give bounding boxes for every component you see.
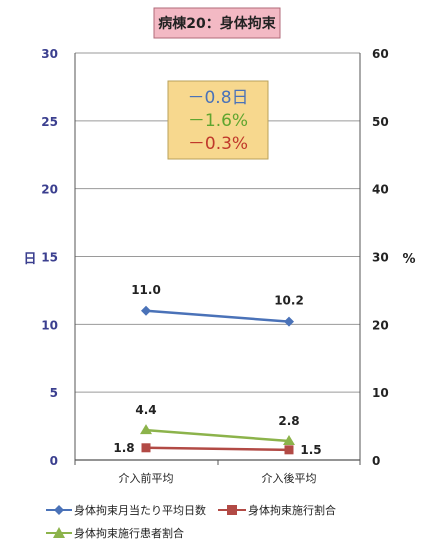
legend: 身体拘束月当たり平均日数 身体拘束施行割合 身体拘束施行患者割合 (46, 503, 336, 540)
legend-label-patient-rate: 身体拘束施行患者割合 (74, 526, 184, 540)
legend-label-days: 身体拘束月当たり平均日数 (74, 503, 206, 517)
y-right-tick-label: 60 (372, 47, 389, 61)
data-point (284, 445, 294, 455)
title-box (153, 7, 281, 39)
data-label: 11.0 (131, 283, 161, 297)
series-line (145, 309, 290, 323)
data-label: 2.8 (278, 414, 299, 428)
y-right-tick-label: 20 (372, 318, 389, 332)
legend-marker-rate (227, 505, 237, 515)
data-label: 1.8 (113, 441, 134, 455)
series-line (145, 428, 290, 443)
y-right-tick-label: 30 (372, 251, 389, 265)
annotation-box: －0.8日 －1.6% －0.3% (167, 80, 269, 160)
y-right-label: % (402, 252, 415, 267)
y-left-tick-label: 30 (41, 47, 58, 61)
y-right-tick-label: 10 (372, 386, 389, 400)
data-point (283, 435, 295, 446)
y-left-tick-label: 15 (41, 251, 58, 265)
legend-marker-days (54, 505, 64, 515)
series-line (145, 446, 290, 452)
axes: 0 5 10 15 20 25 30 0 10 20 30 40 50 60 介入前平均 介入後平均 (41, 47, 388, 485)
series: 11.0 10.2 1.8 1.5 4.4 2.8 (113, 283, 321, 457)
x-tick-label: 介入前平均 (119, 471, 174, 485)
y-right-tick-label: 40 (372, 183, 389, 197)
annotation-line-days: －0.8日 (187, 88, 248, 108)
y-left-tick-label: 25 (41, 115, 58, 129)
annotation-line-patient-rate: －0.3% (188, 134, 248, 154)
y-left-tick-label: 10 (41, 318, 58, 332)
data-point (141, 443, 151, 453)
chart-title: 病棟20：身体拘束 (158, 15, 276, 32)
data-point (141, 305, 151, 316)
annotation-background (167, 80, 269, 160)
data-point (284, 316, 294, 327)
legend-label-rate: 身体拘束施行割合 (248, 503, 336, 517)
y-right-tick-label: 0 (372, 454, 380, 468)
x-tick-label: 介入後平均 (262, 471, 317, 485)
y-left-tick-label: 5 (50, 386, 58, 400)
data-label: 1.5 (300, 443, 321, 457)
legend-marker-patient-rate (53, 527, 65, 538)
y-left-tick-label: 20 (41, 183, 58, 197)
data-point (140, 424, 152, 435)
data-label: 10.2 (274, 294, 304, 308)
annotation-line-rate: －1.6% (188, 111, 248, 131)
y-left-label: 日 (23, 252, 36, 267)
data-label: 4.4 (135, 403, 156, 417)
y-right-tick-label: 50 (372, 115, 389, 129)
y-left-tick-label: 0 (50, 454, 58, 468)
